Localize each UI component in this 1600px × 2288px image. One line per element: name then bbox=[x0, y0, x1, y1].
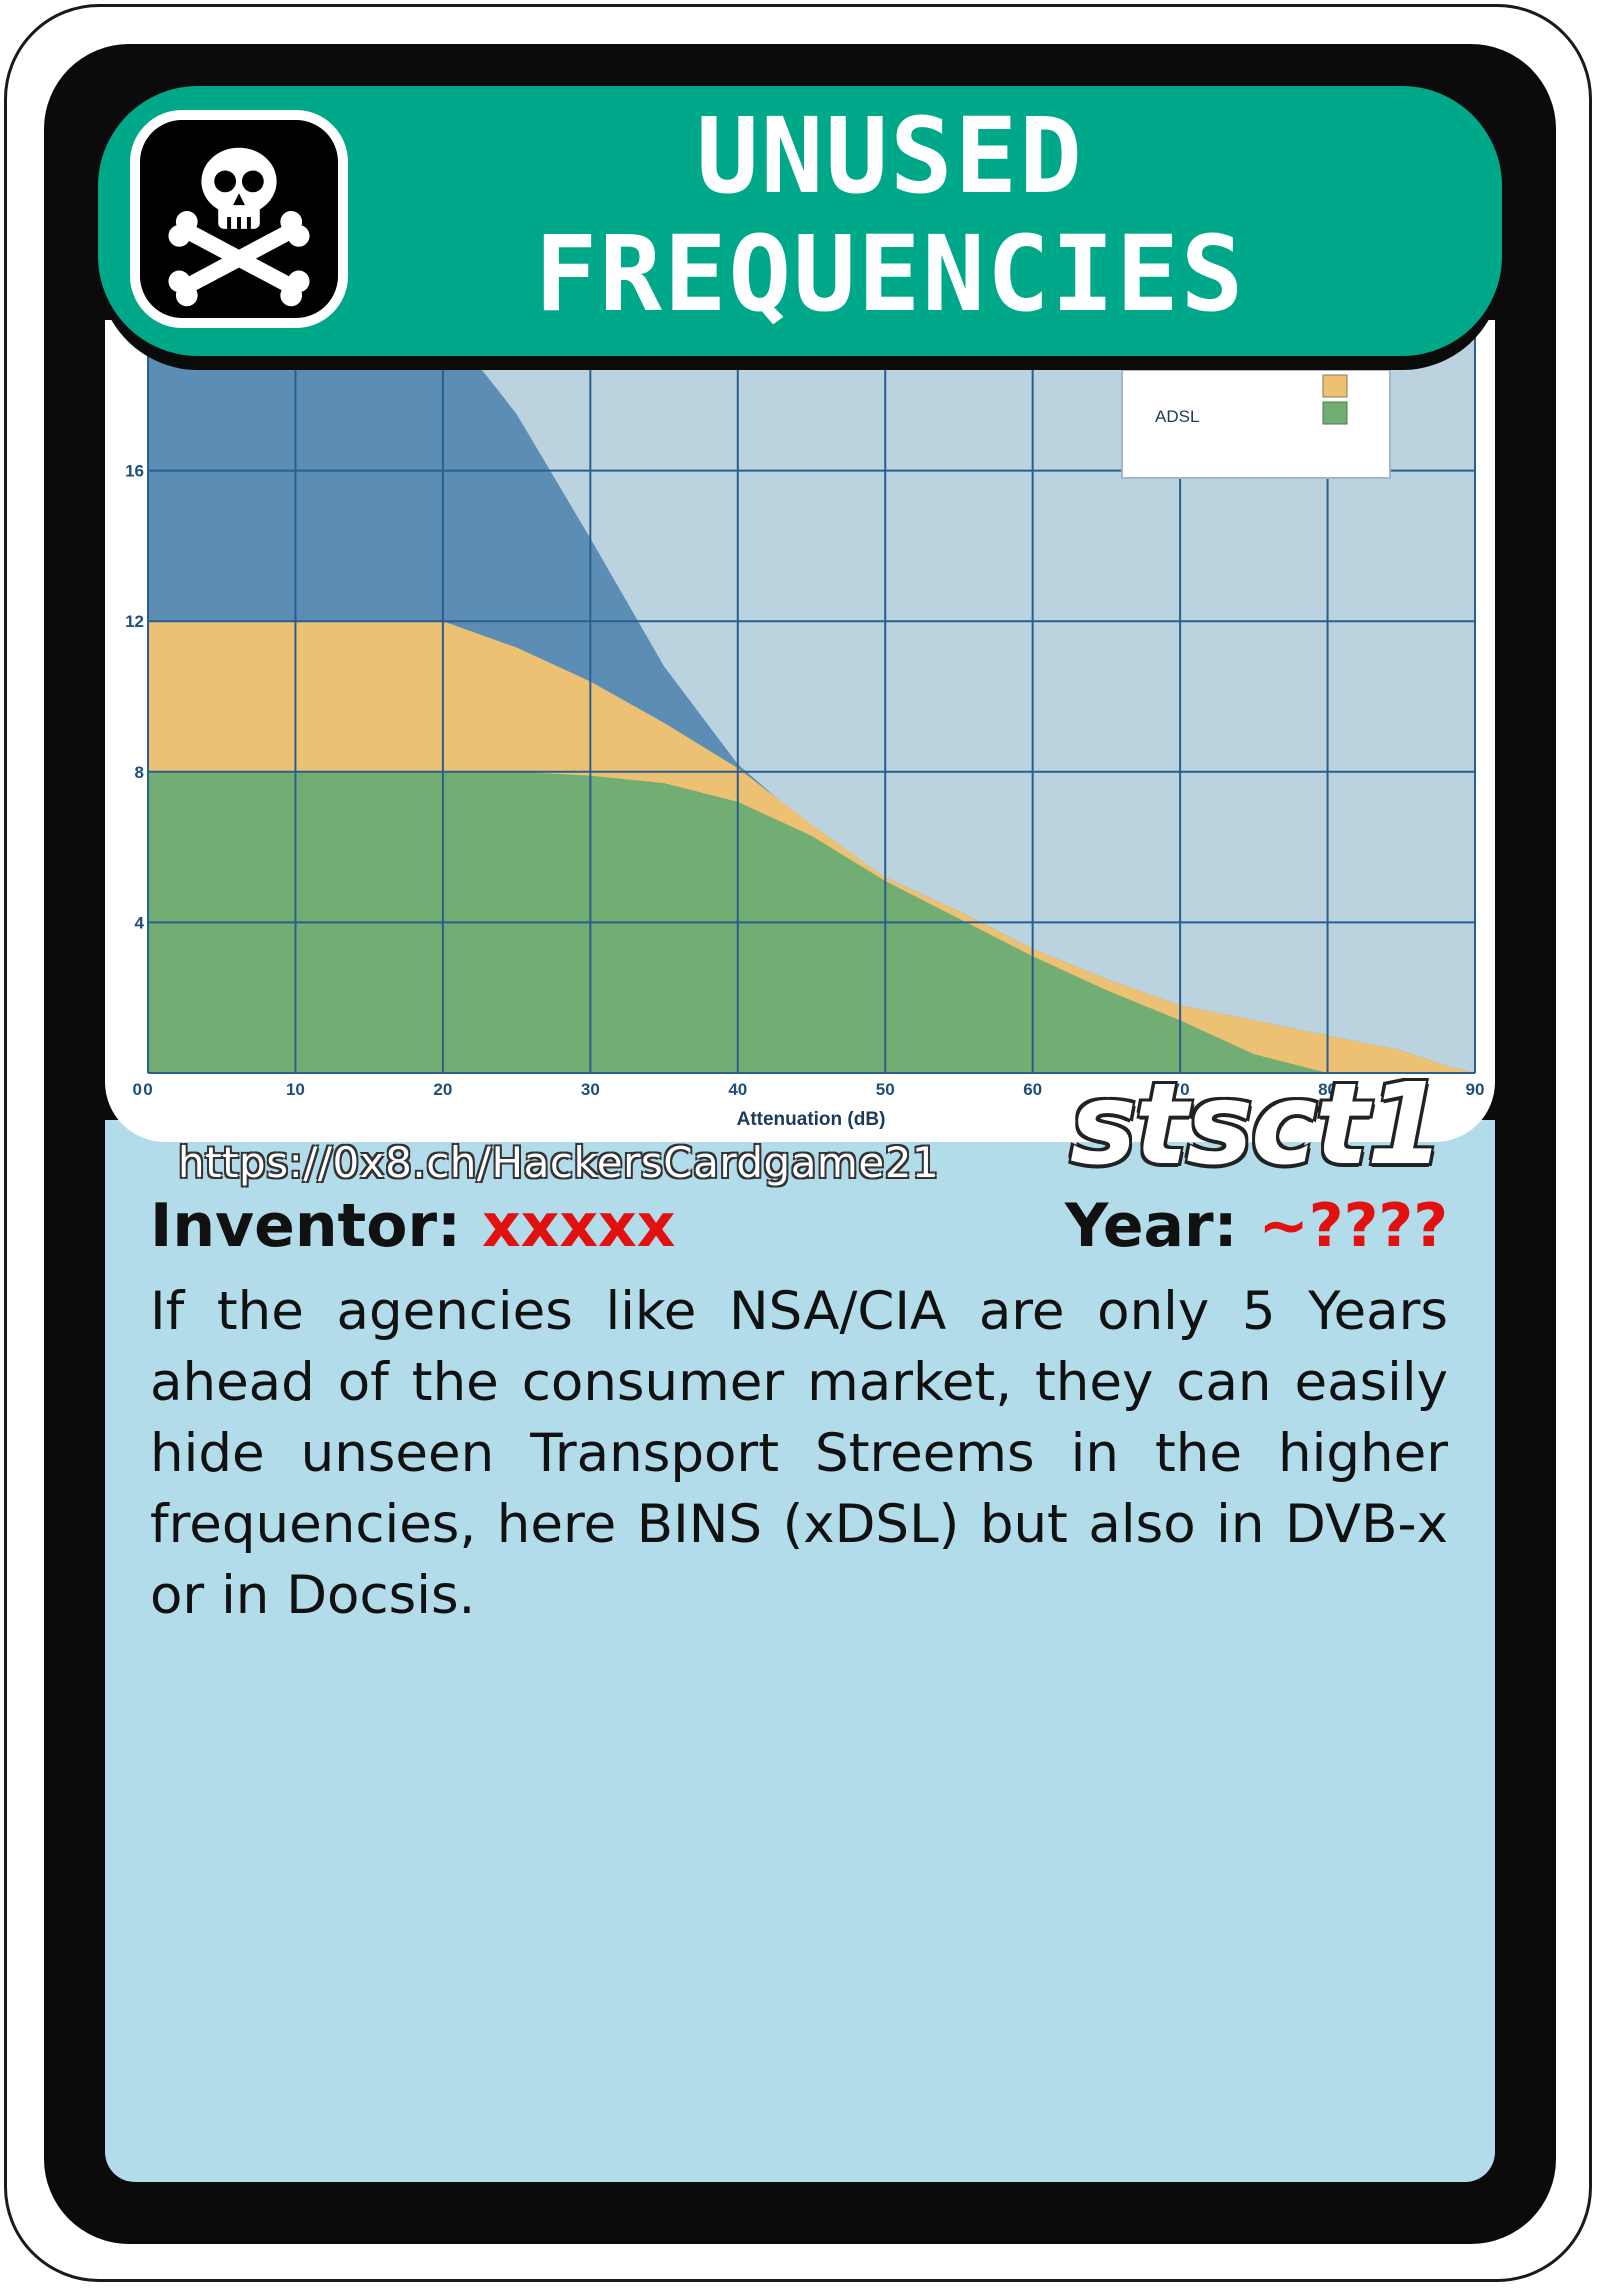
x-axis-label: Attenuation (dB) bbox=[737, 1109, 886, 1130]
x-tick-label: 40 bbox=[728, 1080, 747, 1099]
x-tick-label: 20 bbox=[433, 1080, 452, 1099]
attenuation-chart: 0 10 20 30 40 50 60 70 80 90 4 8 12 16 20 0 Attenuatio… bbox=[125, 320, 1484, 1130]
year-row: Year: ~???? bbox=[1065, 1196, 1448, 1256]
y-tick-label: 8 bbox=[135, 763, 144, 782]
skull-crossbones-icon bbox=[168, 147, 310, 307]
x-tick-label: 60 bbox=[1023, 1080, 1042, 1099]
x-tick-label: 30 bbox=[581, 1080, 600, 1099]
y-tick-label: 12 bbox=[125, 612, 144, 631]
year-value: ~???? bbox=[1258, 1191, 1449, 1261]
description-panel bbox=[105, 1120, 1495, 2182]
legend: ADSL bbox=[1121, 369, 1391, 479]
x-tick-label: 70 bbox=[1171, 1080, 1190, 1099]
x-tick-label: 50 bbox=[876, 1080, 895, 1099]
y-tick-label: 16 bbox=[125, 462, 144, 481]
legend-swatch-adsl bbox=[1322, 401, 1348, 425]
inventor-row: Inventor: xxxxx bbox=[150, 1196, 675, 1256]
x-tick-label: 10 bbox=[286, 1080, 305, 1099]
badge bbox=[130, 110, 348, 328]
x-tick-label: 90 bbox=[1466, 1080, 1485, 1099]
card-url: https://0x8.ch/HackersCardgame21 bbox=[178, 1138, 940, 1187]
year-label: Year: bbox=[1064, 1191, 1238, 1261]
x-tick-label: 80 bbox=[1318, 1080, 1337, 1099]
author-signature: stsct1 bbox=[1070, 1060, 1445, 1190]
y-tick-label: 0 bbox=[133, 1080, 142, 1099]
inventor-label: Inventor: bbox=[150, 1191, 462, 1261]
x-tick-labels: 0 10 20 30 40 50 60 70 80 90 bbox=[143, 1080, 1484, 1099]
card-description: If the agencies like NSA/CIA are only 5 … bbox=[150, 1281, 1448, 1626]
x-tick-label: 0 bbox=[143, 1080, 152, 1099]
y-tick-label: 4 bbox=[135, 913, 145, 932]
inventor-value: xxxxx bbox=[481, 1191, 676, 1261]
card-title-line1: UNUSED bbox=[696, 95, 1084, 217]
y-tick-labels: 481216200 bbox=[125, 320, 144, 1099]
card-title-line2: FREQUENCIES bbox=[534, 213, 1246, 335]
legend-label-adsl: ADSL bbox=[1155, 407, 1199, 426]
legend-swatch-orange bbox=[1322, 374, 1348, 398]
